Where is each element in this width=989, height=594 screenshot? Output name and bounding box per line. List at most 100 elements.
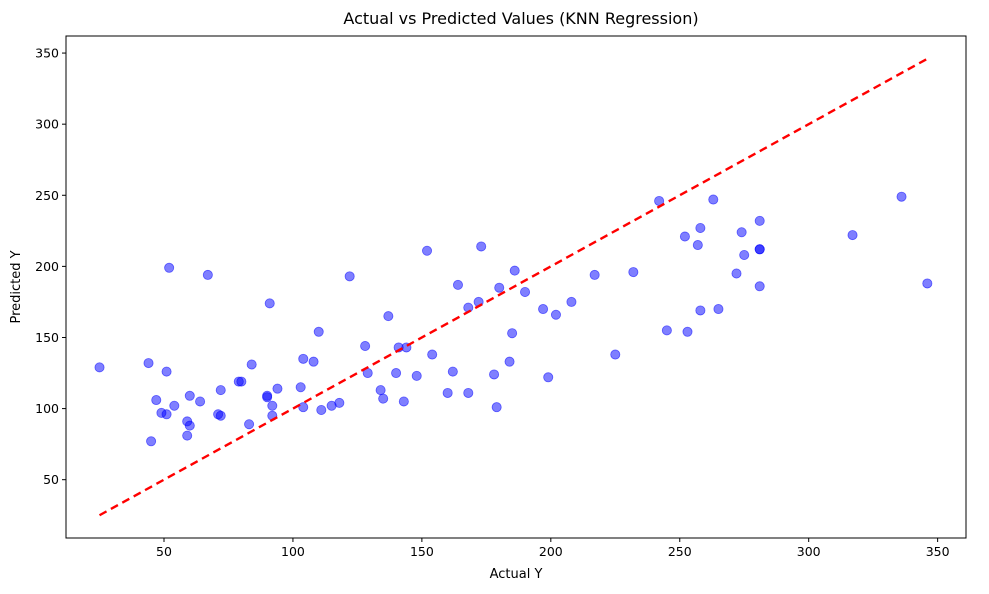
data-point [383, 311, 394, 322]
data-point [896, 191, 907, 202]
data-point [550, 309, 561, 320]
data-point [682, 326, 693, 337]
data-point [215, 410, 226, 421]
data-point [489, 369, 500, 380]
data-point [267, 400, 278, 411]
data-point [476, 241, 487, 252]
data-point [679, 231, 690, 242]
data-point [692, 240, 703, 251]
data-point [463, 387, 474, 398]
data-point [344, 271, 355, 282]
points-layer [94, 191, 933, 447]
data-point [398, 396, 409, 407]
data-point [507, 328, 518, 339]
reference-line [98, 57, 928, 517]
data-point [491, 402, 502, 413]
data-point [447, 366, 458, 377]
data-point [151, 395, 162, 406]
data-point [589, 269, 600, 280]
data-point [391, 368, 402, 379]
data-point [215, 385, 226, 396]
y-tick-label: 100 [35, 401, 59, 416]
y-tick-label: 350 [35, 46, 59, 61]
data-point [146, 436, 157, 447]
x-tick-label: 250 [668, 544, 692, 559]
data-point [298, 353, 309, 364]
x-tick-label: 100 [281, 544, 305, 559]
data-point [452, 279, 463, 290]
plot-frame [65, 35, 967, 539]
data-point [713, 304, 724, 315]
data-point [246, 359, 257, 370]
data-point [360, 341, 371, 352]
x-axis-label: Actual Y [490, 567, 543, 582]
data-point [143, 358, 154, 369]
y-axis-ticks: 50 100 150 200 250 300 350 [35, 46, 66, 487]
data-point [161, 366, 172, 377]
data-point [316, 405, 327, 416]
data-point [731, 268, 742, 279]
x-tick-label: 350 [926, 544, 950, 559]
data-point [736, 227, 747, 238]
data-point [566, 296, 577, 307]
data-point [262, 392, 273, 403]
data-point [236, 376, 247, 387]
y-tick-label: 50 [43, 472, 59, 487]
plot-area [65, 35, 967, 539]
data-point [520, 286, 531, 297]
x-tick-label: 150 [410, 544, 434, 559]
data-point [411, 370, 422, 381]
data-point [427, 349, 438, 360]
data-point [295, 382, 306, 393]
data-point [695, 222, 706, 233]
data-point [754, 244, 765, 255]
x-tick-label: 300 [797, 544, 821, 559]
data-point [182, 430, 193, 441]
x-axis-ticks: 50 100 150 200 250 300 350 [156, 538, 950, 559]
data-point [202, 269, 213, 280]
data-point [422, 245, 433, 256]
data-point [375, 385, 386, 396]
data-point [161, 409, 172, 420]
data-point [504, 356, 515, 367]
data-point [739, 249, 750, 260]
y-tick-label: 200 [35, 259, 59, 274]
data-point [195, 396, 206, 407]
y-tick-label: 150 [35, 330, 59, 345]
data-point [610, 349, 621, 360]
data-point [313, 326, 324, 337]
data-point [543, 372, 554, 383]
data-point [708, 194, 719, 205]
data-point [442, 387, 453, 398]
data-point [184, 420, 195, 431]
x-tick-label: 200 [539, 544, 563, 559]
data-point [94, 362, 105, 373]
data-point [164, 262, 175, 273]
y-tick-label: 300 [35, 117, 59, 132]
data-point [334, 397, 345, 408]
data-point [538, 304, 549, 315]
data-point [754, 215, 765, 226]
data-point [298, 402, 309, 413]
data-point [184, 390, 195, 401]
y-axis-label: Predicted Y [9, 250, 24, 323]
data-point [509, 265, 520, 276]
data-point [264, 298, 275, 309]
data-point [661, 325, 672, 336]
x-tick-label: 50 [156, 544, 172, 559]
data-point [847, 230, 858, 241]
data-point [754, 281, 765, 292]
data-point [695, 305, 706, 316]
data-point [272, 383, 283, 394]
y-tick-label: 250 [35, 188, 59, 203]
data-point [628, 267, 639, 278]
data-point [169, 400, 180, 411]
data-point [922, 278, 933, 289]
data-point [244, 419, 255, 430]
data-point [378, 393, 389, 404]
chart-title: Actual vs Predicted Values (KNN Regressi… [343, 9, 698, 28]
data-point [308, 356, 319, 367]
data-point [494, 282, 505, 293]
